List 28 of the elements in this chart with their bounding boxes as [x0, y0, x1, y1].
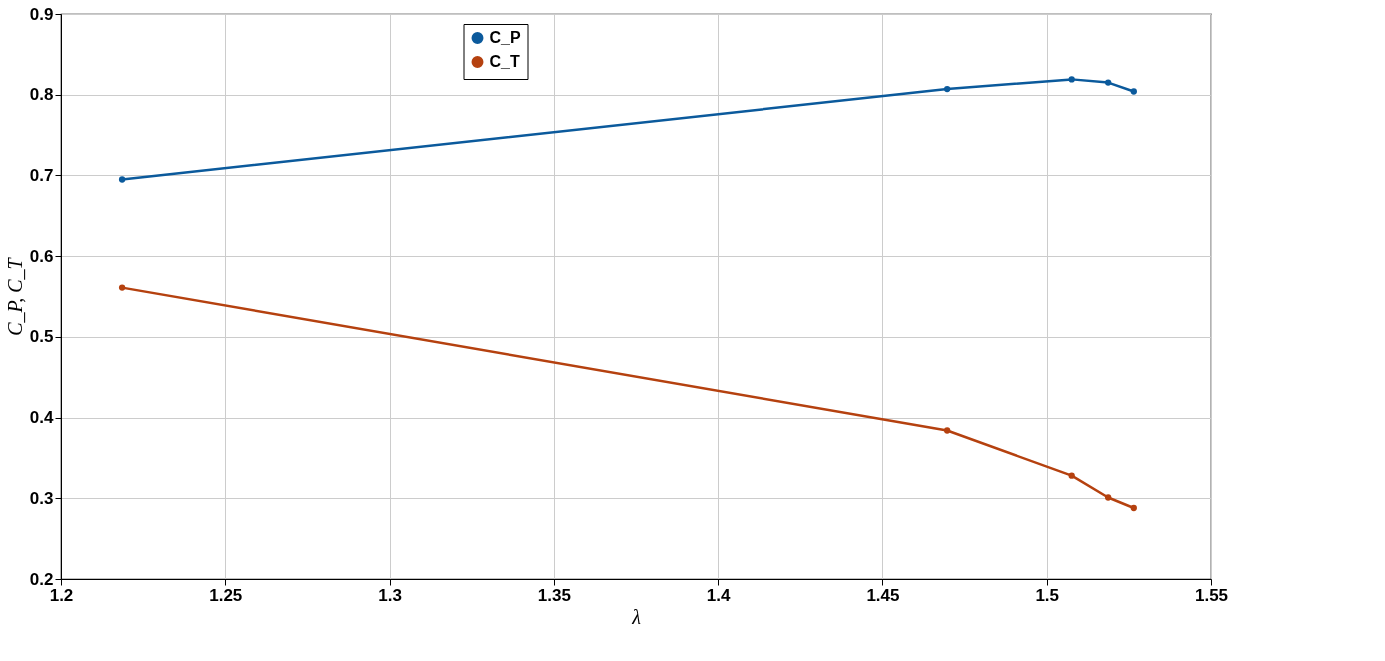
y-tick-label: 0.3 — [29, 488, 54, 508]
point — [1105, 494, 1112, 501]
legend-label: C_T — [489, 53, 520, 70]
point — [1105, 79, 1112, 86]
x-tick-label: 1.3 — [378, 585, 402, 605]
y-tick-label: 0.6 — [29, 246, 54, 266]
point — [118, 284, 126, 291]
y-tick-label: 0.7 — [29, 165, 54, 185]
point — [944, 85, 951, 93]
point — [1068, 76, 1075, 83]
x-axis-title: λ — [631, 605, 642, 628]
x-tick-label: 1.25 — [209, 585, 243, 605]
point — [1130, 504, 1137, 512]
x-tick-label: 1.5 — [1035, 585, 1060, 605]
point — [1068, 472, 1075, 479]
legend-label: C_P — [489, 29, 521, 46]
x-tick-label: 1.4 — [706, 585, 731, 605]
y-tick-label: 0.9 — [29, 4, 54, 24]
x-tick-label: 1.35 — [537, 585, 571, 605]
x-tick-label: 1.55 — [1194, 585, 1229, 605]
y-tick-label: 0.8 — [29, 85, 54, 105]
y-tick-label: 0.4 — [29, 408, 55, 428]
point — [944, 427, 951, 434]
y-tick-label: 0.5 — [29, 327, 54, 347]
x-tick-label: 1.45 — [866, 585, 900, 605]
point — [118, 176, 126, 183]
y-axis-title: C_P, C_T — [3, 256, 26, 336]
point — [1130, 88, 1137, 95]
